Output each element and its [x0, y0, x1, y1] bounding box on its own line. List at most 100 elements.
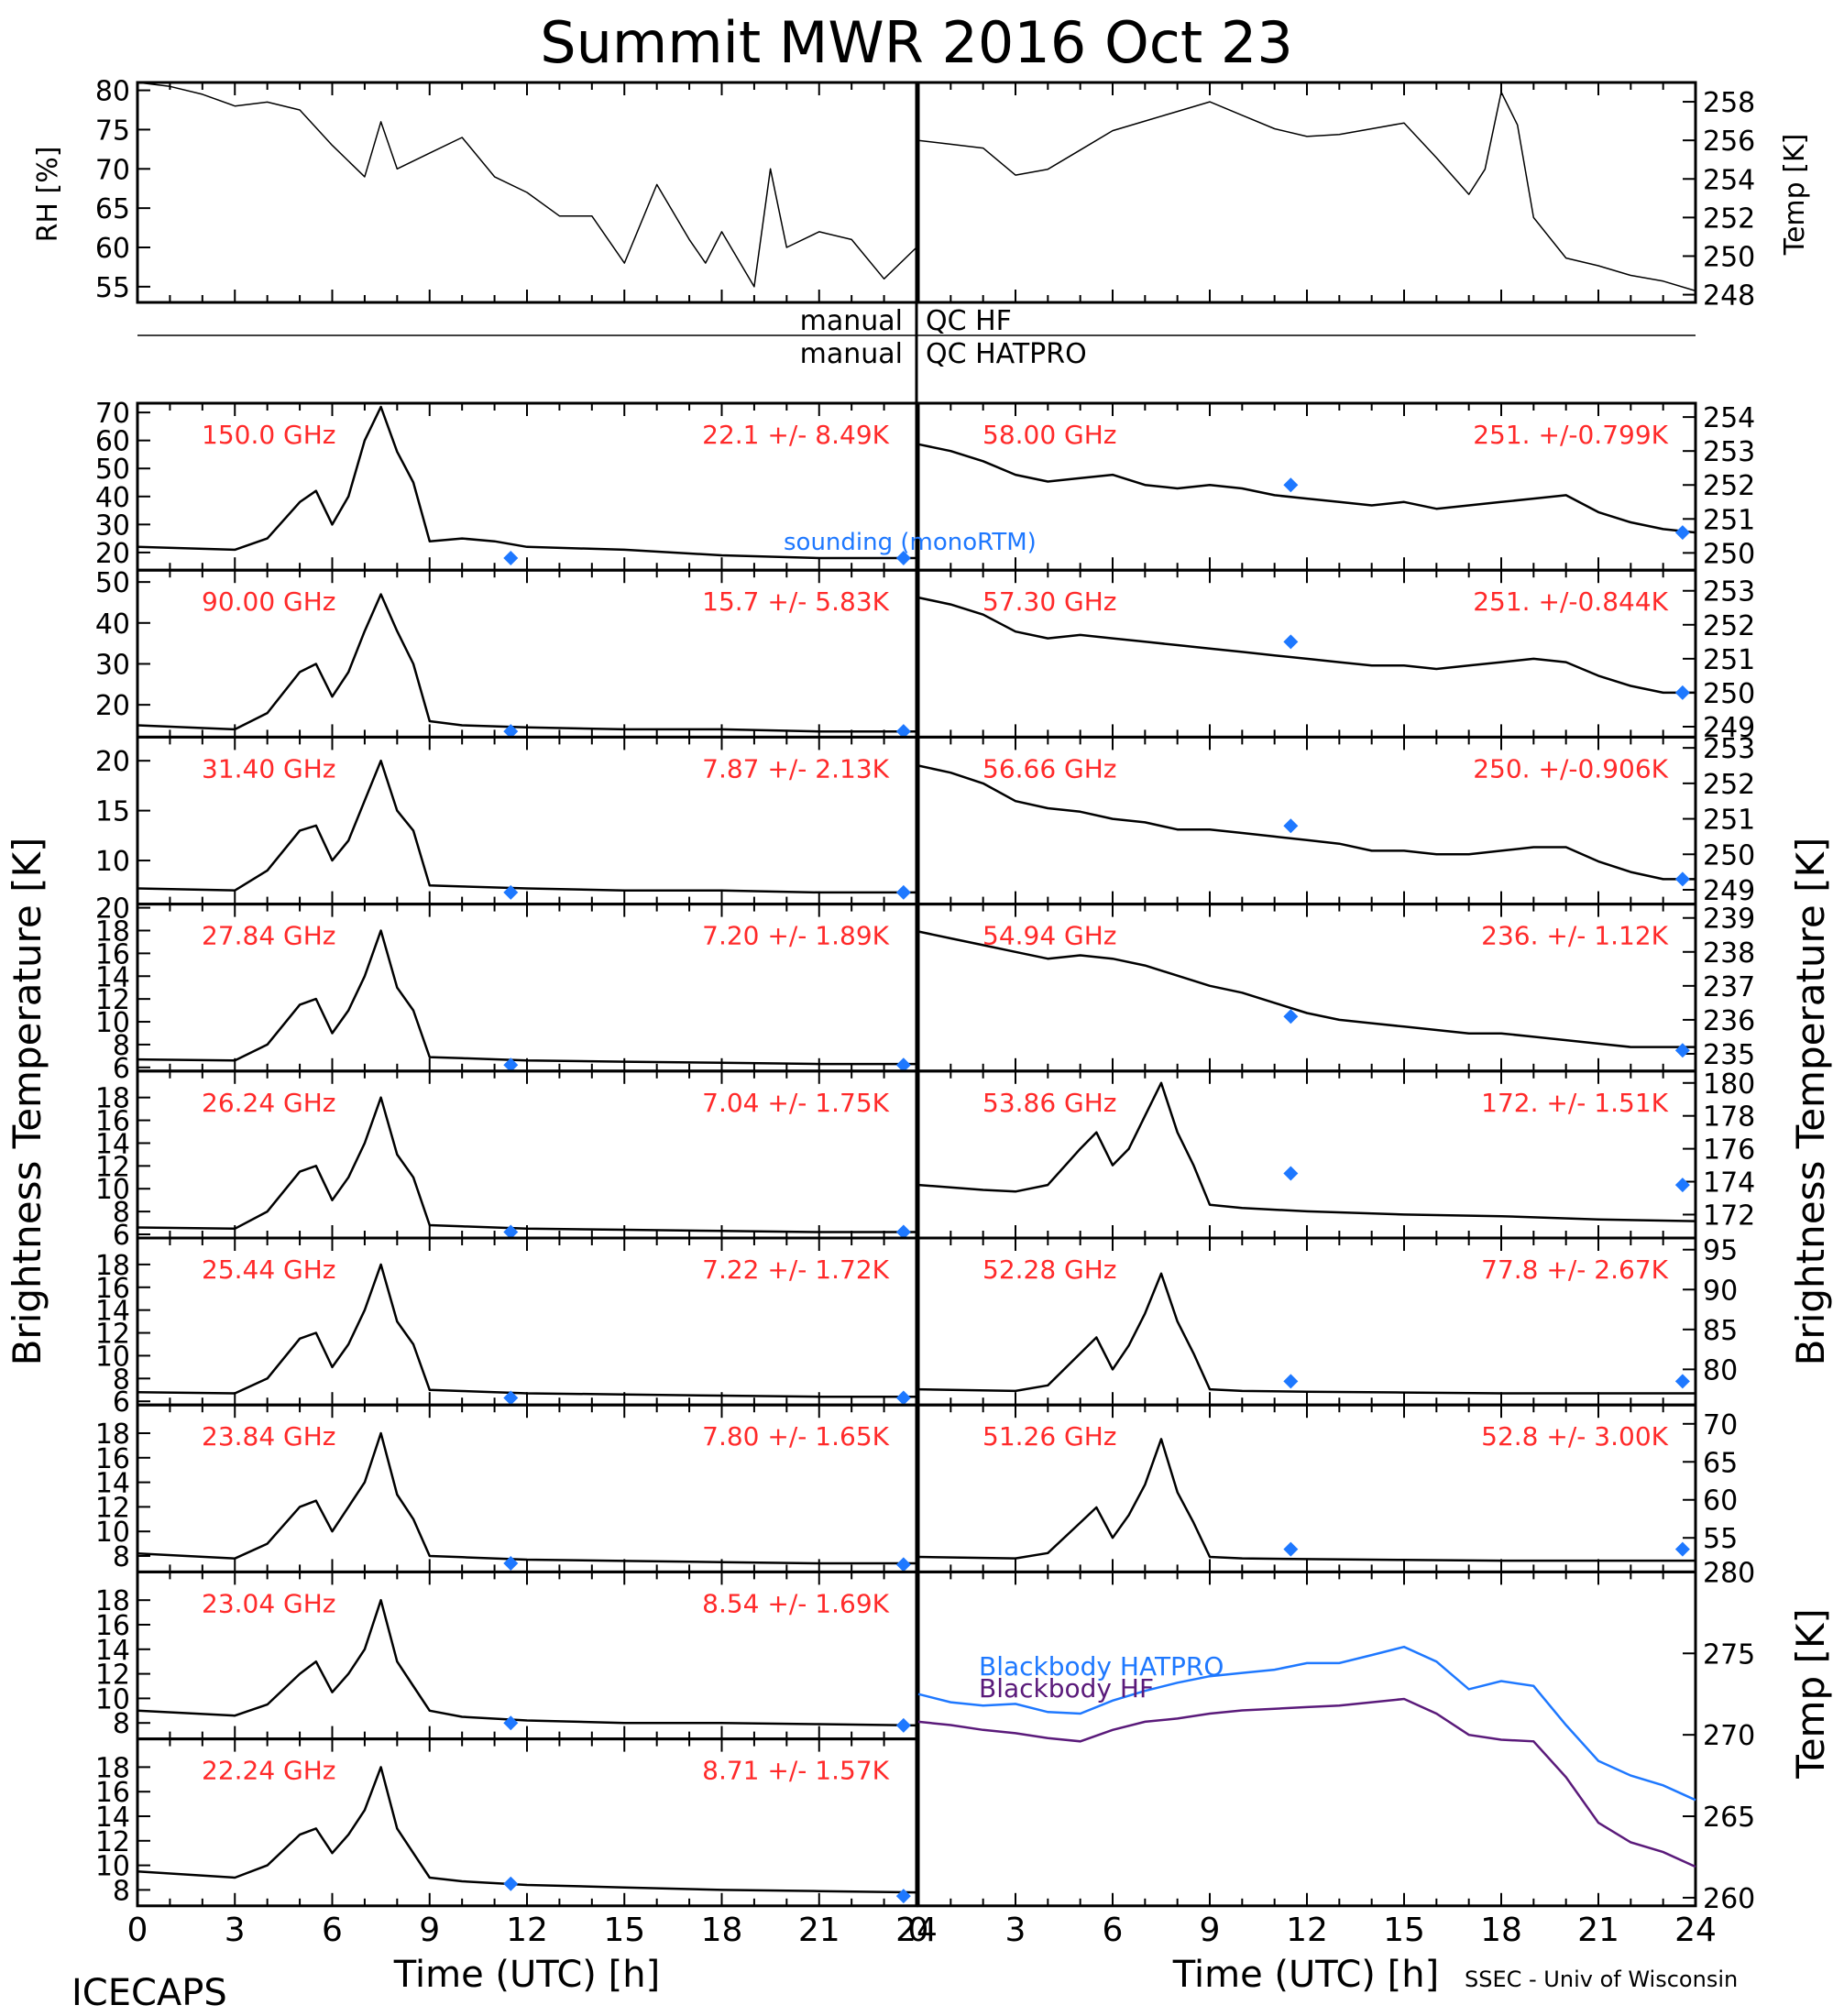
ch-58-y-tick-label: 254	[1703, 402, 1755, 434]
ch-58-series-line	[917, 443, 1696, 534]
ch-26-y-tick-label: 12	[95, 1151, 130, 1183]
top-right-panel: 248 250 252 254 256 258	[916, 81, 1755, 312]
ch-22-y-tick-label: 8	[113, 1875, 130, 1907]
ch-23-04-sounding-marker	[503, 1715, 519, 1731]
left-x-tick-label: 21	[798, 1912, 840, 1949]
temp-y-tick-label: 250	[1703, 241, 1755, 273]
ch-26-y-tick-label: 16	[95, 1106, 130, 1138]
right-x-tick-label: 18	[1480, 1912, 1522, 1949]
blackbody-y-tick-label: 275	[1703, 1638, 1755, 1671]
ch-22-stats-label: 8.71 +/- 1.57K	[702, 1756, 889, 1786]
ch-54-y-tick-label: 238	[1703, 937, 1755, 970]
ch-27-sounding-marker	[895, 1057, 911, 1073]
ch-53-sounding-marker	[1283, 1166, 1299, 1181]
ch-54-sounding-marker	[1674, 1043, 1690, 1058]
ch-58-y-tick-label: 250	[1703, 538, 1755, 570]
ch-27-y-tick-label: 16	[95, 938, 130, 970]
ch-56-y-tick-label: 250	[1703, 839, 1755, 871]
ch-150-sounding-marker	[895, 551, 911, 566]
ch-90-frequency-label: 90.00 GHz	[202, 586, 336, 617]
ch-27-y-tick-label: 14	[95, 961, 130, 993]
ch-90-sounding-marker	[895, 724, 911, 740]
x-axis-label-left: Time (UTC) [h]	[393, 1954, 660, 1996]
ch-31-sounding-marker	[895, 884, 911, 900]
temp-frame	[916, 81, 1697, 304]
ch-150-sounding-marker	[503, 551, 519, 566]
ch-31-y-tick-label: 15	[95, 796, 130, 828]
rh-y-tick-label: 65	[95, 193, 130, 225]
ch-27-y-tick-label: 8	[113, 1030, 130, 1062]
panel-ch-51: 55 60 65 70 51.26 GHz 52.8 +/- 3.00K	[916, 1403, 1738, 1573]
ch-25-series-line	[137, 1263, 916, 1398]
ch-23-04-y-tick-label: 8	[113, 1708, 130, 1740]
ch-23-04-sounding-marker	[895, 1717, 911, 1733]
ch-31-frequency-label: 31.40 GHz	[202, 753, 336, 783]
ch-52-y-tick-label: 90	[1703, 1275, 1738, 1307]
ch-58-y-tick-label: 251	[1703, 504, 1755, 536]
ch-23-04-y-tick-label: 18	[95, 1585, 130, 1617]
blackbody-y-tick-label: 280	[1703, 1557, 1755, 1589]
ch-54-y-tick-label: 236	[1703, 1005, 1755, 1037]
ch-53-frequency-label: 53.86 GHz	[982, 1088, 1117, 1118]
right-x-tick-label: 3	[1005, 1912, 1026, 1949]
ch-53-y-tick-label: 180	[1703, 1068, 1755, 1101]
ch-51-stats-label: 52.8 +/- 3.00K	[1481, 1421, 1668, 1452]
ch-54-y-tick-label: 235	[1703, 1039, 1755, 1071]
ch-25-sounding-marker	[895, 1390, 911, 1406]
qc-right-label-1: QC HF	[926, 305, 1012, 337]
blackbody-y-tick-label: 260	[1703, 1883, 1755, 1915]
ch-56-stats-label: 250. +/-0.906K	[1473, 753, 1668, 783]
ch-27-y-tick-label: 12	[95, 984, 130, 1016]
ch-56-sounding-marker	[1283, 818, 1299, 834]
ch-26-series-line	[137, 1096, 916, 1233]
right-x-tick-label: 6	[1103, 1912, 1124, 1949]
blackbody-series-hf	[917, 1697, 1696, 1868]
ch-150-y-tick-label: 50	[95, 454, 130, 486]
blackbody-panel: 260 265 270 275 280 Blackbody HATPROBlackbody…	[916, 1557, 1755, 1915]
ch-26-y-tick-label: 8	[113, 1197, 130, 1229]
ch-52-frequency-label: 52.28 GHz	[982, 1255, 1117, 1285]
ch-54-stats-label: 236. +/- 1.12K	[1481, 921, 1668, 951]
ch-90-y-tick-label: 30	[95, 649, 130, 681]
ch-23-04-y-tick-label: 14	[95, 1635, 130, 1667]
qc-left-label-1: manual	[800, 305, 903, 337]
ch-150-y-tick-label: 40	[95, 482, 130, 514]
left-x-tick-label: 6	[322, 1912, 343, 1949]
ch-26-y-tick-label: 10	[95, 1174, 130, 1206]
rh-y-tick-label: 60	[95, 233, 130, 265]
left-x-tick-label: 24	[895, 1912, 938, 1949]
rh-axis-label: RH [%]	[32, 147, 64, 243]
ch-150-y-tick-label: 60	[95, 426, 130, 458]
ch-57-sounding-marker	[1674, 685, 1690, 700]
ch-57-y-tick-label: 253	[1703, 576, 1755, 608]
ch-54-sounding-marker	[1283, 1009, 1299, 1024]
rh-y-tick-label: 80	[95, 76, 130, 108]
ch-26-y-tick-label: 18	[95, 1083, 130, 1115]
ch-25-y-tick-label: 18	[95, 1250, 130, 1282]
right-x-tick-label: 9	[1200, 1912, 1221, 1949]
right-x-tick-label: 15	[1383, 1912, 1425, 1949]
ch-90-y-tick-label: 40	[95, 608, 130, 641]
ch-27-y-tick-label: 6	[113, 1053, 130, 1085]
ch-58-frequency-label: 58.00 GHz	[982, 420, 1117, 450]
bb-temp-axis-label: Temp [K]	[1788, 1608, 1833, 1780]
ch-57-sounding-marker	[1283, 634, 1299, 650]
ch-150-stats-label: 22.1 +/- 8.49K	[702, 420, 889, 450]
ch-57-frequency-label: 57.30 GHz	[982, 586, 1117, 617]
top-left-panel: 55 60 65 70 75 80	[95, 76, 918, 304]
qc-left-label-2: manual	[800, 338, 903, 370]
ch-56-y-tick-label: 249	[1703, 875, 1755, 907]
ch-31-series-line	[137, 759, 916, 894]
x-axis-label-right: Time (UTC) [h]	[1172, 1954, 1439, 1996]
ch-52-y-tick-label: 80	[1703, 1354, 1738, 1386]
ch-53-stats-label: 172. +/- 1.51K	[1481, 1088, 1668, 1118]
ch-23-04-y-tick-label: 16	[95, 1610, 130, 1642]
ch-22-y-tick-label: 18	[95, 1752, 130, 1784]
ch-25-y-tick-label: 12	[95, 1319, 130, 1351]
ch-22-series-line	[137, 1766, 917, 1894]
ch-25-y-tick-label: 8	[113, 1364, 130, 1396]
